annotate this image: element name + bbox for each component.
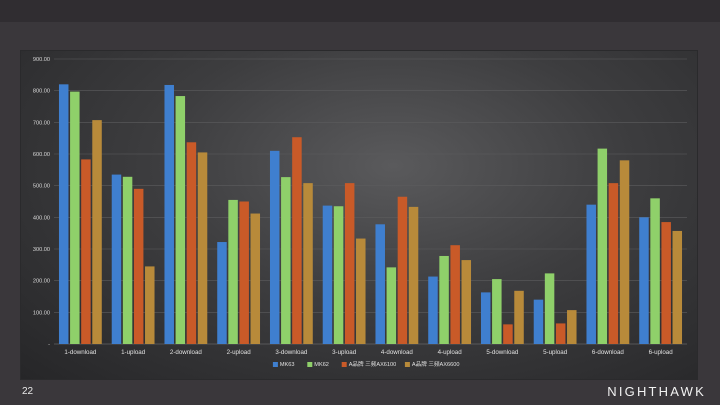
y-tick-label: 700.00: [33, 120, 50, 126]
bar: [586, 204, 596, 344]
bar: [92, 120, 102, 344]
y-tick-label: -: [48, 342, 50, 348]
x-tick-label: 6-download: [592, 349, 625, 356]
x-tick-label: 4-upload: [438, 349, 463, 356]
legend-swatch: [404, 362, 410, 367]
bar: [375, 224, 385, 344]
bar: [386, 267, 397, 344]
bar: [186, 142, 197, 344]
bar: [111, 174, 122, 344]
bar: [461, 260, 472, 344]
bar: [303, 183, 313, 344]
bar: [70, 91, 80, 344]
bar: [322, 205, 333, 344]
bar: [450, 245, 460, 344]
bar: [122, 176, 133, 344]
bar: [408, 206, 419, 344]
slide-number: 22: [22, 386, 34, 397]
x-tick-label: 2-download: [170, 349, 203, 356]
x-tick-label: 1-upload: [121, 349, 146, 356]
y-tick-label: 500.00: [33, 184, 50, 190]
bar: [533, 299, 544, 344]
bar: [228, 199, 238, 344]
legend-label: A品牌 三频AX6100: [349, 360, 397, 368]
bar: [480, 292, 491, 344]
bar: [439, 255, 449, 344]
bar-chart: - 100.00 200.00 300.00 400.00 500.00 600.00 700…: [20, 50, 698, 380]
x-tick-label: 4-download: [381, 349, 414, 356]
bar: [164, 84, 174, 344]
bar: [597, 148, 608, 344]
bar: [269, 150, 280, 344]
bar: [555, 323, 566, 344]
legend-swatch: [307, 362, 313, 367]
bar: [397, 196, 408, 344]
x-tick-label: 3-download: [275, 349, 308, 356]
legend-swatch: [272, 362, 278, 367]
bar: [292, 137, 302, 344]
x-tick-label: 6-upload: [649, 349, 674, 356]
x-tick-label: 2-upload: [227, 349, 252, 356]
y-tick-label: 400.00: [33, 215, 50, 221]
bar: [281, 177, 291, 344]
brand-logo: NIGHTHAWK: [607, 384, 706, 399]
y-tick-label: 800.00: [33, 89, 50, 95]
y-tick-label: 100.00: [33, 310, 50, 316]
bar: [619, 160, 630, 344]
bar: [145, 266, 155, 344]
bar: [81, 159, 91, 344]
bar: [514, 290, 524, 344]
x-tick-label: 5-upload: [543, 349, 568, 356]
bar: [250, 213, 261, 344]
bar: [608, 183, 619, 344]
legend-label: MK63: [280, 362, 295, 368]
y-tick-label: 600.00: [33, 152, 50, 158]
x-tick-label: 3-upload: [332, 349, 357, 356]
legend-label: MK62: [314, 362, 329, 368]
y-tick-label: 900.00: [33, 57, 50, 63]
chart-canvas: - 100.00 200.00 300.00 400.00 500.00 600.00 700…: [33, 57, 687, 368]
bar: [672, 230, 683, 344]
bar: [197, 152, 208, 344]
y-tick-label: 300.00: [33, 247, 50, 253]
x-tick-label: 5-download: [486, 349, 519, 356]
bar: [356, 238, 366, 344]
top-band: [0, 0, 720, 22]
bar: [217, 242, 227, 344]
bar: [492, 279, 502, 344]
bar: [661, 222, 671, 344]
bar: [650, 198, 660, 344]
legend-swatch: [341, 362, 347, 367]
bar: [503, 324, 513, 344]
bar: [567, 310, 577, 344]
bar: [58, 84, 69, 345]
x-tick-label: 1-download: [64, 349, 97, 356]
bar: [639, 217, 649, 344]
bar: [133, 188, 144, 344]
bar: [239, 201, 249, 344]
bar: [428, 276, 438, 344]
bar: [333, 206, 344, 344]
legend-label: A品牌 三频AX6600: [412, 360, 460, 368]
bar: [175, 96, 186, 344]
bar: [344, 183, 355, 344]
bar: [544, 273, 555, 344]
y-tick-label: 200.00: [33, 279, 50, 285]
